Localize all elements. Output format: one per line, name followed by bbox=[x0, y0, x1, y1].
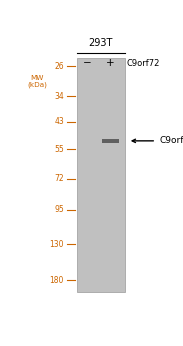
Text: MW
(kDa): MW (kDa) bbox=[27, 75, 47, 88]
Text: 43: 43 bbox=[54, 118, 64, 127]
Text: 180: 180 bbox=[50, 276, 64, 285]
Text: 34: 34 bbox=[54, 92, 64, 101]
Text: 130: 130 bbox=[50, 240, 64, 249]
Text: 95: 95 bbox=[54, 205, 64, 214]
Text: 55: 55 bbox=[54, 145, 64, 154]
Text: 72: 72 bbox=[54, 174, 64, 183]
Text: 26: 26 bbox=[54, 62, 64, 71]
Text: C9orf72: C9orf72 bbox=[159, 136, 183, 145]
Text: +: + bbox=[106, 58, 114, 68]
Text: 293T: 293T bbox=[89, 38, 113, 48]
Text: C9orf72: C9orf72 bbox=[126, 58, 160, 67]
Text: −: − bbox=[83, 58, 92, 68]
Bar bbox=[102, 139, 119, 143]
